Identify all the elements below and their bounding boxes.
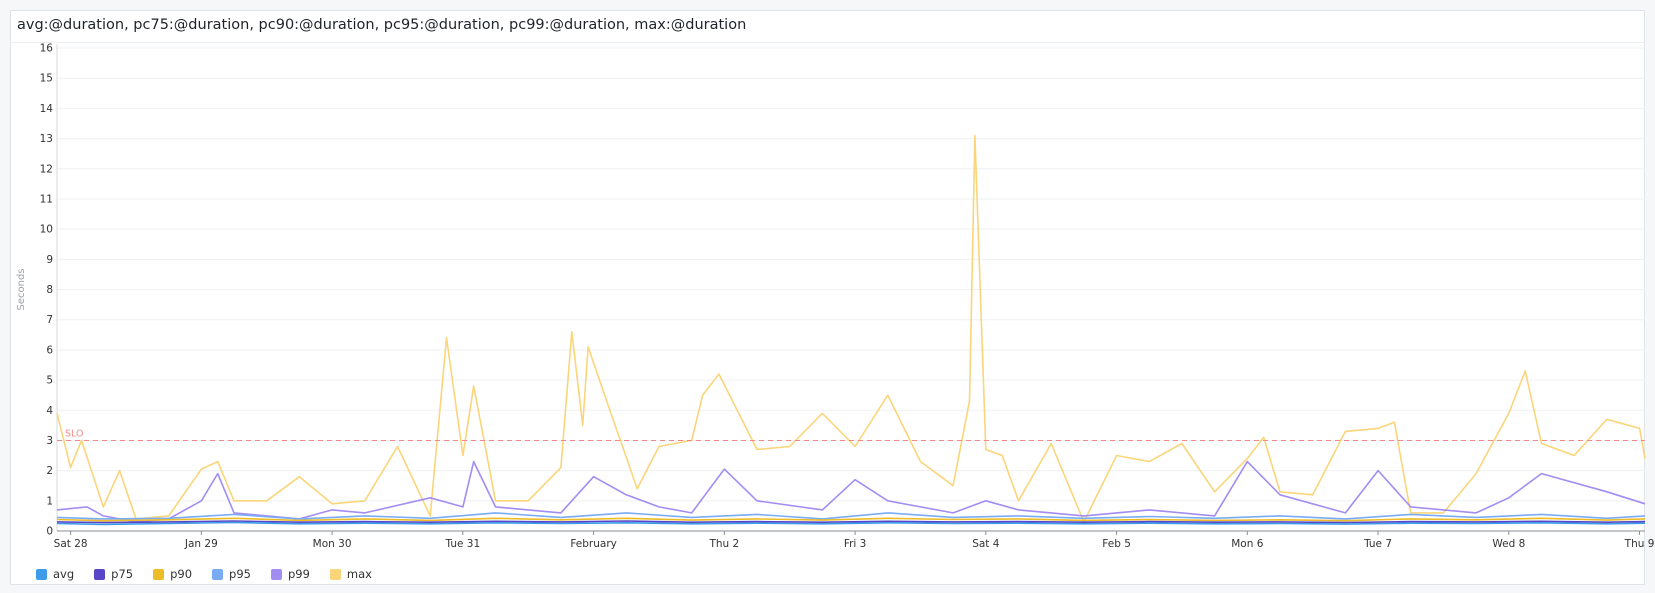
x-tick-label: Sat 4 <box>972 538 1000 550</box>
x-tick-label: Feb 5 <box>1102 538 1131 550</box>
x-tick-label: Thu 2 <box>708 538 739 550</box>
y-tick-label: 2 <box>46 465 53 477</box>
y-axis-title: Seconds <box>16 268 27 310</box>
legend-swatch <box>94 568 106 580</box>
series-lines <box>56 134 1646 526</box>
grid-lines <box>57 47 1645 532</box>
legend-swatch <box>270 568 282 580</box>
y-tick-label: 16 <box>40 43 54 55</box>
y-tick-label: 10 <box>40 224 53 236</box>
widget-title: avg:@duration, pc75:@duration, pc90:@dur… <box>17 17 747 33</box>
y-tick-label: 7 <box>46 314 53 326</box>
legend-item-p75[interactable]: p75 <box>94 567 133 581</box>
x-tick-label: February <box>570 538 617 550</box>
y-tick-label: 6 <box>46 344 53 356</box>
y-tick-label: 13 <box>40 133 53 145</box>
y-tick-label: 3 <box>46 435 53 447</box>
legend-label: p95 <box>229 567 251 581</box>
series-line-p90[interactable] <box>56 517 1646 522</box>
y-tick-label: 15 <box>40 73 53 85</box>
x-tick-label: Wed 8 <box>1492 538 1525 550</box>
series-line-p75[interactable] <box>56 520 1646 524</box>
x-tick-label: Mon 6 <box>1231 538 1263 550</box>
y-tick-label: 1 <box>46 495 53 507</box>
x-tick-label: Tue 31 <box>445 538 481 550</box>
legend-swatch <box>153 568 165 580</box>
legend-item-p99[interactable]: p99 <box>270 567 310 581</box>
x-tick-label: Mon 30 <box>313 538 352 550</box>
markers: SLO <box>57 428 1645 441</box>
legend-label: max <box>346 567 372 581</box>
legend: avg p75 p90 p95 p99 max <box>36 566 392 582</box>
series-line-avg[interactable] <box>56 521 1646 526</box>
x-tick-label: Fri 3 <box>844 538 867 550</box>
legend-swatch <box>329 568 341 580</box>
y-tick-label: 8 <box>46 284 53 296</box>
x-tick-label: Thu 9 <box>1624 538 1655 550</box>
legend-swatch <box>36 568 47 580</box>
series-line-p95[interactable] <box>56 512 1646 520</box>
y-tick-label: 0 <box>46 526 53 538</box>
legend-label: p90 <box>170 567 193 581</box>
y-tick-label: 11 <box>40 193 53 205</box>
x-axis: Sat 28 Jan 29 Mon 30 Tue 31 February Thu 2 Fri… <box>54 530 1655 550</box>
x-tick-label: Sat 28 <box>54 538 88 550</box>
legend-item-p90[interactable]: p90 <box>153 567 192 581</box>
legend-label: p75 <box>111 567 134 581</box>
legend-label: p99 <box>287 567 310 581</box>
y-tick-label: 14 <box>40 103 54 115</box>
x-tick-label: Jan 29 <box>184 538 218 550</box>
marker-label-slo: SLO <box>65 428 83 439</box>
title-divider <box>11 42 1644 43</box>
y-tick-label: 4 <box>46 405 53 417</box>
y-tick-label: 9 <box>46 254 53 266</box>
legend-swatch <box>212 568 224 580</box>
series-line-p99[interactable] <box>56 460 1646 523</box>
y-tick-label: 12 <box>40 163 53 175</box>
y-tick-label: 5 <box>46 375 53 387</box>
x-tick-label: Tue 7 <box>1363 538 1392 550</box>
legend-label: avg <box>53 567 75 581</box>
series-line-max[interactable] <box>56 134 1646 523</box>
legend-item-avg[interactable]: avg <box>36 567 74 581</box>
legend-item-max[interactable]: max <box>329 567 372 581</box>
legend-item-p95[interactable]: p95 <box>212 567 251 581</box>
